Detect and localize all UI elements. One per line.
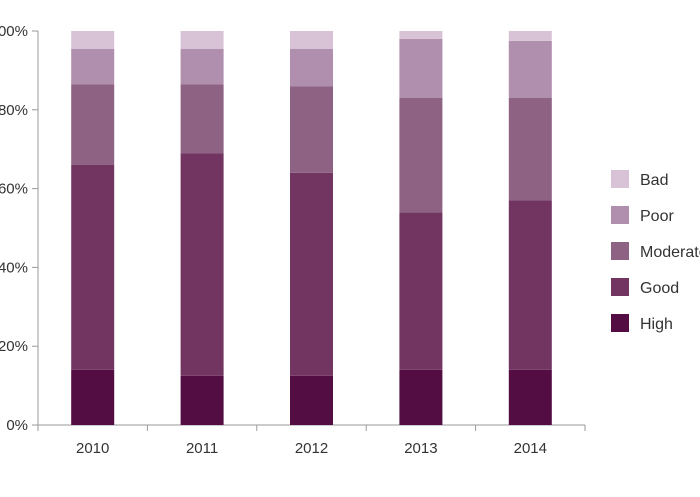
x-tick-label: 2011: [186, 440, 218, 457]
y-tick-label: 0%: [6, 417, 28, 434]
x-tick-label: 2014: [514, 440, 547, 457]
bar-segment-moderate-2011: [180, 84, 224, 154]
bar-segment-poor-2010: [71, 48, 115, 85]
bar-segment-bad-2014: [508, 31, 552, 41]
legend-label-poor: Poor: [640, 208, 674, 225]
y-tick-label: 20%: [0, 338, 28, 355]
bar-segment-high-2013: [399, 369, 443, 425]
bar-segment-moderate-2014: [508, 97, 552, 201]
y-tick-label: 60%: [0, 181, 28, 198]
legend-label-bad: Bad: [640, 172, 668, 189]
legend-label-moderate: Moderate: [640, 244, 700, 261]
legend-swatch-moderate: [611, 242, 629, 260]
bar-segment-good-2013: [399, 212, 443, 370]
bar-segment-bad-2011: [180, 31, 224, 49]
bar-segment-high-2014: [508, 369, 552, 425]
bar-segment-high-2010: [71, 369, 115, 425]
y-tick-label: 100%: [0, 23, 28, 40]
legend-swatch-good: [611, 278, 629, 296]
bar-segment-bad-2010: [71, 31, 115, 49]
bar-segment-poor-2014: [508, 40, 552, 98]
bar-segment-good-2014: [508, 200, 552, 370]
bar-segment-poor-2013: [399, 38, 443, 98]
y-tick-label: 80%: [0, 102, 28, 119]
legend-swatch-poor: [611, 206, 629, 224]
bar-segment-good-2011: [180, 153, 224, 376]
bar-segment-moderate-2012: [290, 86, 333, 173]
bar-segment-good-2010: [71, 164, 115, 370]
legend-swatch-high: [611, 314, 629, 332]
bar-segment-moderate-2010: [71, 84, 115, 165]
bar-segment-poor-2012: [290, 48, 333, 87]
x-tick-label: 2013: [404, 440, 437, 457]
legend-swatch-bad: [611, 170, 629, 188]
bar-segment-bad-2012: [290, 31, 333, 49]
bar-segment-good-2012: [290, 172, 333, 376]
x-tick-label: 2010: [76, 440, 109, 457]
bar-segment-bad-2013: [399, 31, 443, 39]
legend-label-high: High: [640, 316, 673, 333]
bar-segment-high-2012: [290, 375, 333, 425]
y-tick-label: 40%: [0, 259, 28, 276]
bar-segment-high-2011: [180, 375, 224, 425]
bar-segment-poor-2011: [180, 48, 224, 85]
legend-label-good: Good: [640, 280, 679, 297]
x-tick-label: 2012: [295, 440, 328, 457]
bar-segment-moderate-2013: [399, 97, 443, 213]
